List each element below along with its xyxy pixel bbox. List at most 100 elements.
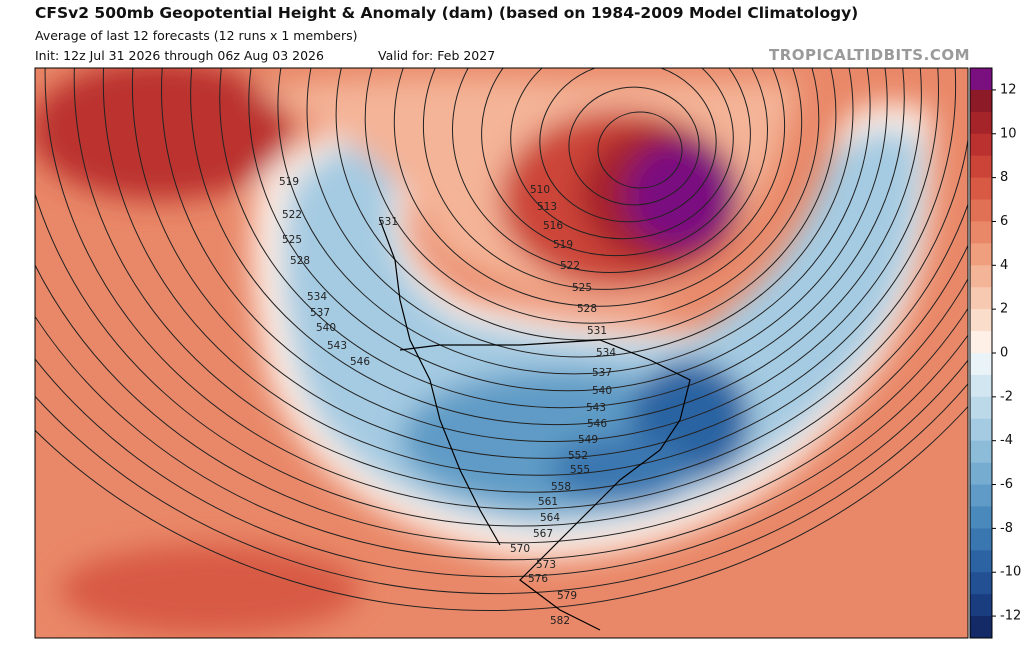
contour-line xyxy=(481,68,751,257)
contour-line xyxy=(422,68,786,290)
contour-label: 534 xyxy=(307,291,327,303)
colorbar-label: -4 xyxy=(1000,433,1013,448)
contour-label: 552 xyxy=(568,450,588,462)
colorbar-swatch xyxy=(970,133,992,157)
init-time: Init: 12z Jul 31 2026 through 06z Aug 03… xyxy=(35,48,324,63)
contour-line xyxy=(510,68,734,240)
colorbar-swatch xyxy=(970,374,992,398)
colorbar-label: 12 xyxy=(1000,82,1017,97)
contour-line xyxy=(35,405,968,611)
contour-line xyxy=(306,68,854,358)
contour-label: 540 xyxy=(592,385,612,397)
contour-label: 573 xyxy=(536,559,556,571)
contour-label: 582 xyxy=(550,615,570,627)
contour-label: 519 xyxy=(553,239,573,251)
contour-label: 537 xyxy=(592,367,612,379)
contour-label: 546 xyxy=(350,356,370,368)
colorbar-label: -12 xyxy=(1000,609,1021,624)
colorbar-label: 4 xyxy=(1000,258,1008,273)
colorbar-swatch xyxy=(970,528,992,551)
contour-label: 528 xyxy=(290,255,310,267)
valid-time: Valid for: Feb 2027 xyxy=(378,48,496,63)
contour-label: 516 xyxy=(543,220,563,232)
contour-label: 537 xyxy=(310,307,330,319)
contour-label: 519 xyxy=(279,176,299,188)
colorbar-label: 10 xyxy=(1000,126,1017,141)
contour-label: 570 xyxy=(510,543,530,555)
contour-line xyxy=(44,68,968,510)
colorbar-swatch xyxy=(970,265,992,288)
colorbar-swatch xyxy=(970,616,992,639)
contour-line xyxy=(364,68,820,324)
contour-line xyxy=(568,86,700,206)
contour-label: 567 xyxy=(533,528,553,540)
colorbar-swatch xyxy=(970,243,992,266)
contour-label: 522 xyxy=(560,260,580,272)
colorbar-swatch xyxy=(970,309,992,332)
contour-label: 531 xyxy=(378,216,398,228)
contour-line xyxy=(597,111,683,189)
colorbar-swatch xyxy=(970,440,992,464)
contour-line xyxy=(248,68,888,392)
contour-line xyxy=(35,192,968,527)
contour-label: 534 xyxy=(596,347,616,359)
colorbar-label: -10 xyxy=(1000,565,1021,580)
colorbar-swatch xyxy=(970,177,992,201)
contour-line xyxy=(35,315,968,561)
colorbar-label: 0 xyxy=(1000,346,1008,361)
contour-label: 558 xyxy=(551,481,571,493)
contour-label: 510 xyxy=(530,184,550,196)
colorbar-swatch xyxy=(970,594,992,617)
colorbar-swatch xyxy=(970,462,992,486)
contour-line xyxy=(335,68,837,341)
colorbar-swatch xyxy=(970,353,992,376)
contour-line xyxy=(132,68,956,459)
contour-label: 522 xyxy=(282,209,302,221)
contour-label: 525 xyxy=(572,282,592,294)
contour-label: 579 xyxy=(557,590,577,602)
contour-label: 513 xyxy=(537,201,557,213)
coastline xyxy=(379,219,501,546)
contour-label: 528 xyxy=(577,303,597,315)
contour-line xyxy=(161,68,939,442)
colorbar-swatch xyxy=(970,331,992,354)
colorbar-swatch xyxy=(970,155,992,179)
coastline xyxy=(399,339,691,631)
colorbar-swatch xyxy=(970,506,992,529)
contour-line xyxy=(277,68,871,375)
colorbar-swatch xyxy=(970,550,992,573)
colorbar: 12 10 8 6 4 2 0 -2 -4 -6 -8 -10 -12 xyxy=(969,67,1021,639)
colorbar-swatch xyxy=(970,396,992,420)
contour-label: 531 xyxy=(587,325,607,337)
contour-label: 549 xyxy=(578,434,598,446)
contour-label: 576 xyxy=(528,573,548,585)
contour-label: 543 xyxy=(327,340,347,352)
colorbar-swatch xyxy=(970,199,992,222)
contour-labels: 5195225255285345375405435465315105135165… xyxy=(279,176,616,627)
anomaly-field xyxy=(35,68,968,638)
colorbar-swatch xyxy=(970,484,992,507)
colorbar-label: -2 xyxy=(1000,389,1013,404)
subtitle: Average of last 12 forecasts (12 runs x … xyxy=(35,28,358,43)
map-frame xyxy=(34,67,969,639)
colorbar-swatch xyxy=(970,68,992,91)
contour-line xyxy=(35,357,968,578)
contour-line xyxy=(73,68,968,493)
watermark: TROPICALTIDBITS.COM xyxy=(769,46,970,64)
contour-label: 546 xyxy=(587,418,607,430)
colorbar-label: -8 xyxy=(1000,521,1013,536)
contour-line xyxy=(35,263,968,544)
contour-line xyxy=(35,382,968,594)
contour-label: 561 xyxy=(538,496,558,508)
contour-label: 555 xyxy=(570,464,590,476)
colorbar-swatch xyxy=(970,221,992,244)
contour-line xyxy=(452,68,768,273)
contour-label: 540 xyxy=(316,322,336,334)
colorbar-swatch xyxy=(970,89,992,113)
colorbar-swatch xyxy=(970,418,992,442)
contour-label: 525 xyxy=(282,234,302,246)
title: CFSv2 500mb Geopotential Height & Anomal… xyxy=(35,4,859,22)
contour-label: 564 xyxy=(540,512,560,524)
